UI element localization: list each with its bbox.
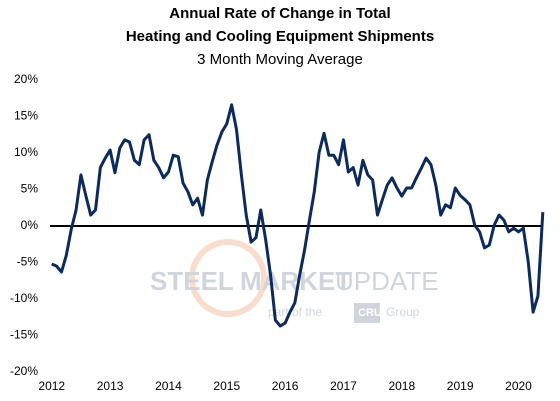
chart-title: Heating and Cooling Equipment Shipments	[126, 28, 434, 45]
watermark: STEEL MARKET UPDATE part of the CRU Grou…	[150, 239, 439, 323]
data-line	[51, 103, 545, 328]
y-tick-label: -20%	[10, 364, 38, 378]
y-tick-label: -10%	[10, 291, 38, 305]
x-tick-label: 2019	[447, 379, 474, 393]
watermark-brand: STEEL	[150, 266, 234, 296]
x-tick-label: 2017	[330, 379, 357, 393]
x-tick-label: 2014	[155, 379, 182, 393]
y-tick-label: 15%	[14, 109, 38, 123]
watermark-tagline: CRU	[358, 307, 382, 319]
y-tick-label: 20%	[14, 72, 38, 86]
y-tick-label: -5%	[17, 255, 39, 269]
x-tick-label: 2015	[213, 379, 240, 393]
watermark-brand: UPDATE	[335, 266, 439, 296]
y-tick-label: 0%	[21, 218, 39, 232]
x-tick-label: 2018	[388, 379, 415, 393]
chart-title: Annual Rate of Change in Total	[169, 5, 390, 22]
y-tick-label: 10%	[14, 145, 38, 159]
x-tick-label: 2012	[38, 379, 65, 393]
watermark-tagline: Group	[386, 305, 420, 319]
watermark-box	[354, 303, 380, 323]
x-tick-label: 2013	[97, 379, 124, 393]
y-tick-label: -15%	[10, 328, 38, 342]
x-tick-label: 2016	[272, 379, 299, 393]
watermark-tagline: part of the	[268, 305, 322, 319]
x-tick-label: 2020	[505, 379, 532, 393]
chart-subtitle: 3 Month Moving Average	[197, 51, 363, 68]
y-tick-label: 5%	[21, 182, 39, 196]
watermark-logo	[189, 239, 267, 317]
